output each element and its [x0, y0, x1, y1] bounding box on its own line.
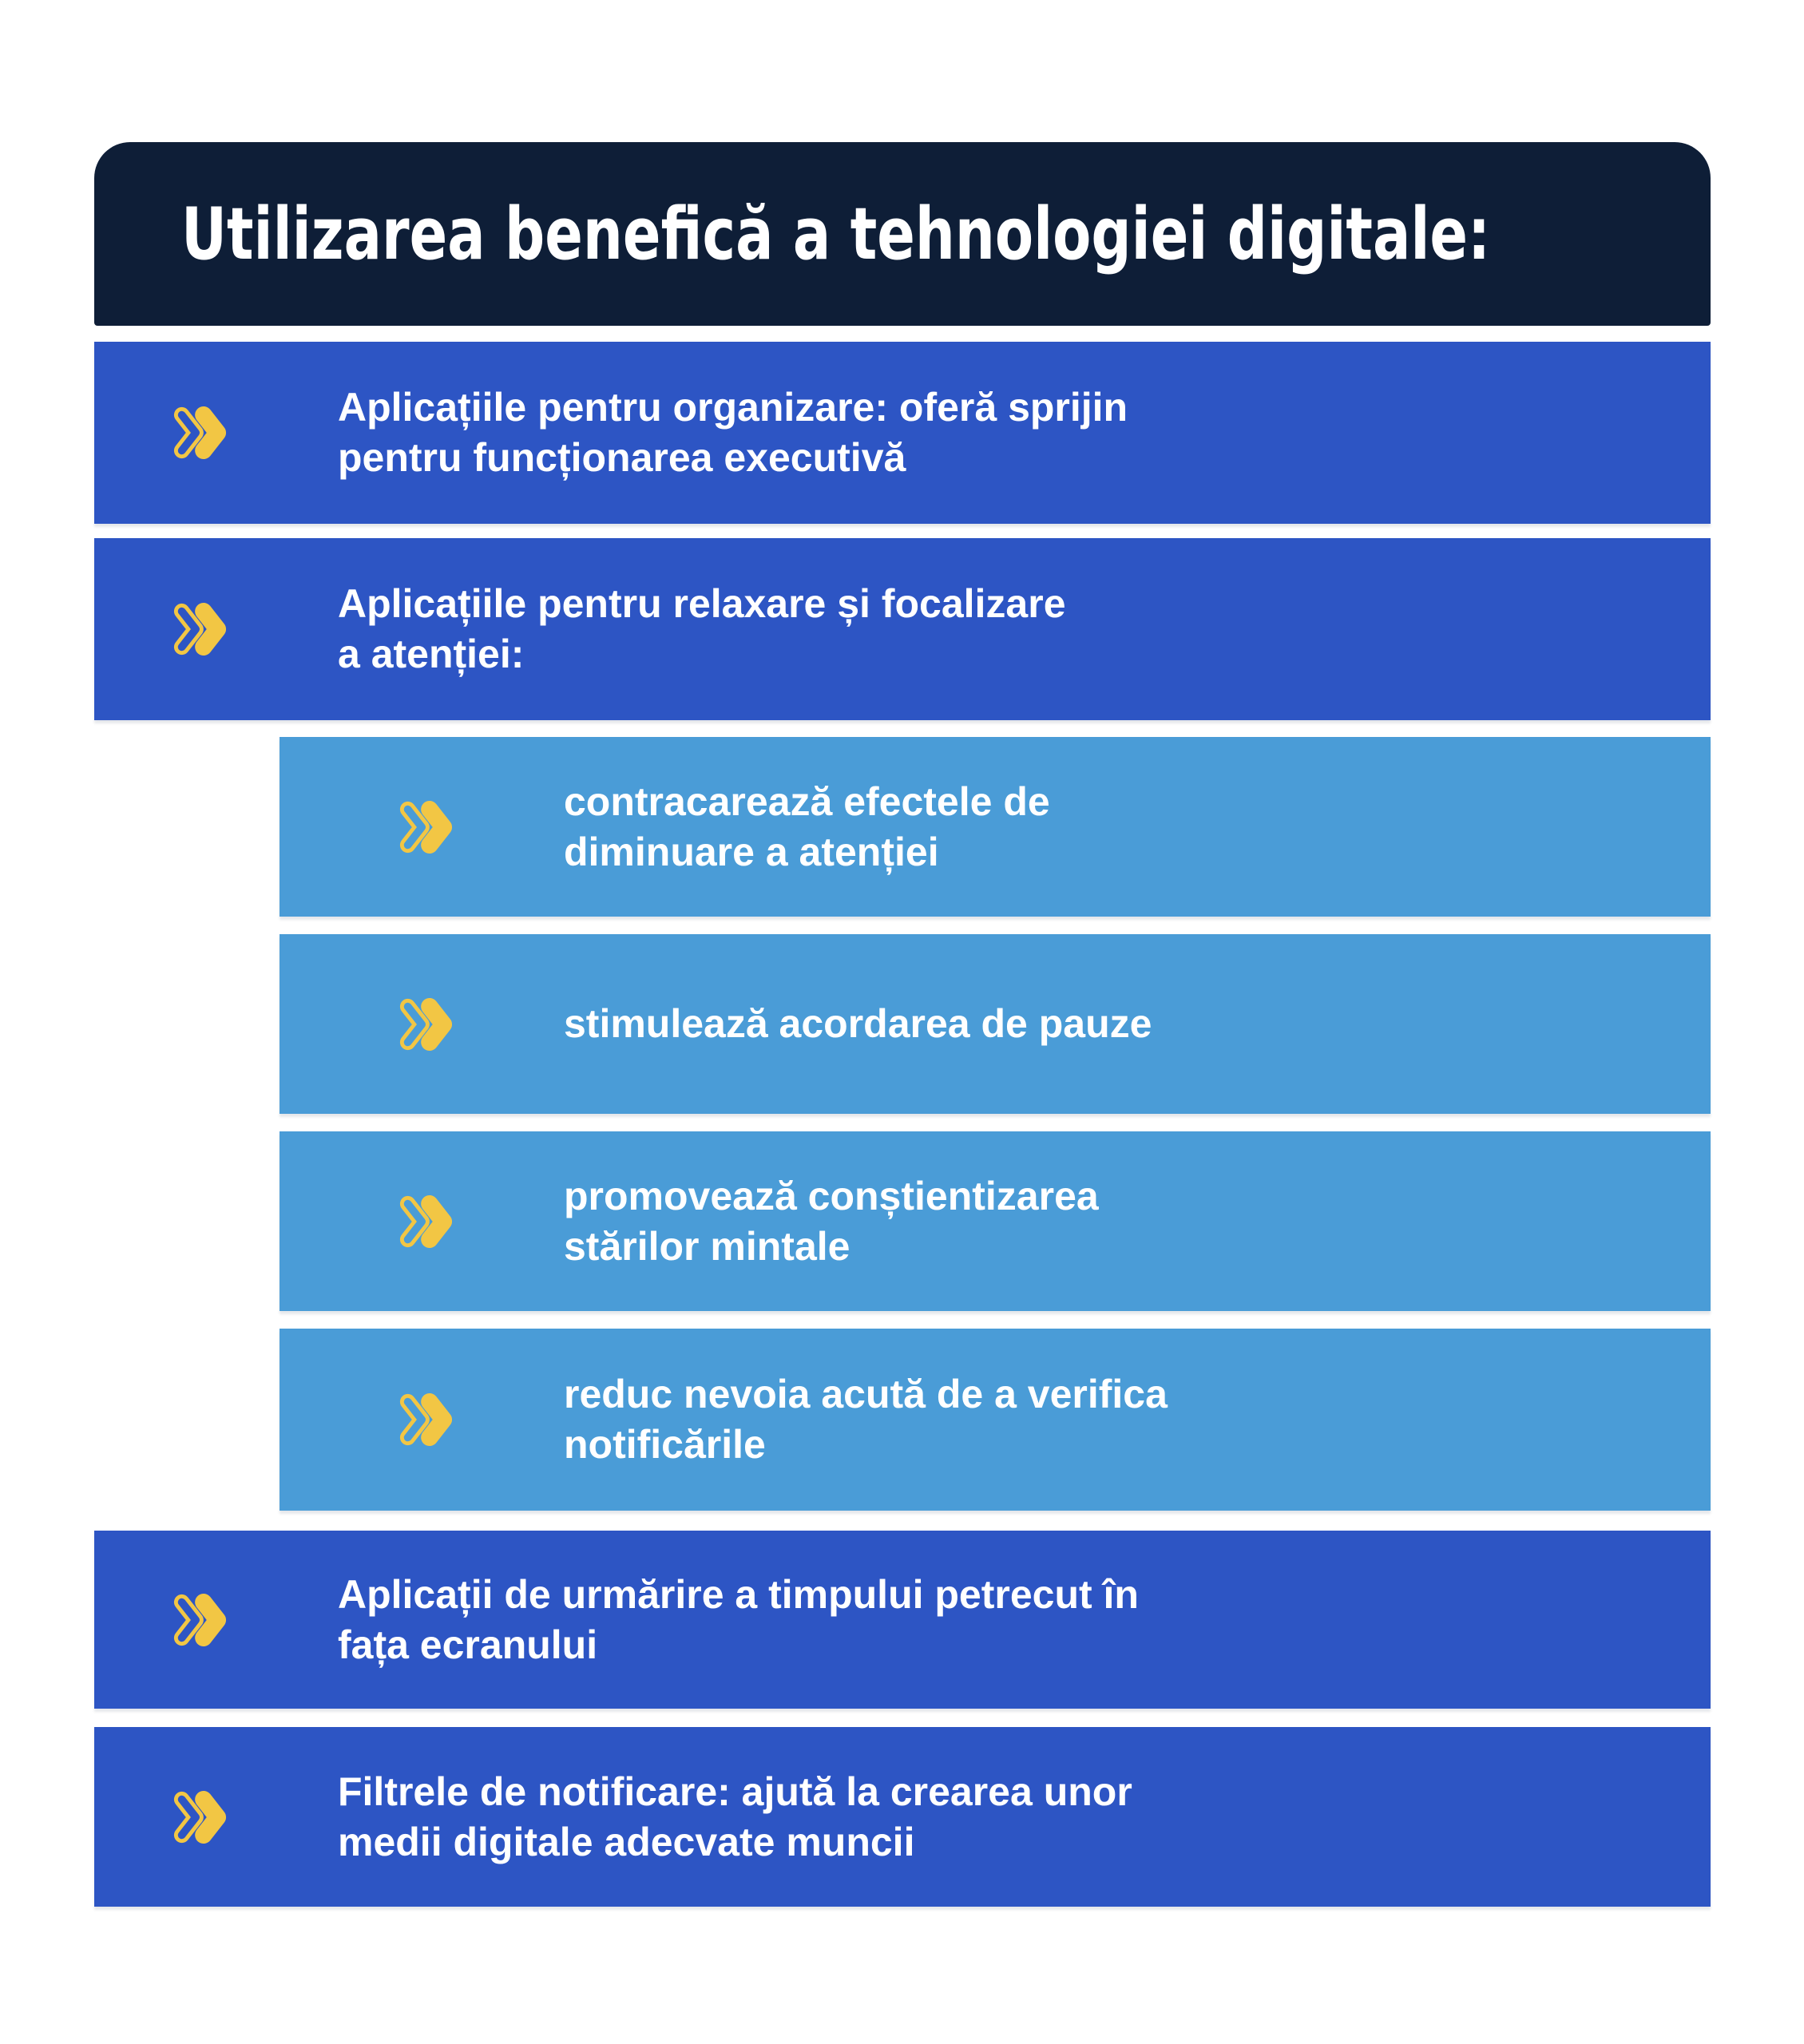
sub-item-promoveaza: promovează conștientizarea stărilor mint… [280, 1131, 1711, 1311]
page-title: Utilizarea benefică a tehnologiei digita… [181, 192, 1491, 276]
double-chevron-icon [173, 406, 227, 460]
sub-item-text: promovează conștientizarea stărilor mint… [564, 1173, 1099, 1269]
double-chevron-icon [399, 997, 453, 1051]
list-item-apps-organizare: Aplicațiile pentru organizare: oferă spr… [94, 342, 1711, 524]
sub-item-text: stimulează acordarea de pauze [564, 1001, 1152, 1046]
sub-item-text: reduc nevoia acută de a verifica notific… [564, 1372, 1168, 1467]
sub-item-contracareaza: contracarează efectele de diminuare a at… [280, 737, 1711, 917]
list-item-apps-urmarire-timp: Aplicații de urmărire a timpului petrecu… [94, 1531, 1711, 1709]
list-item-apps-relaxare: Aplicațiile pentru relaxare și focalizar… [94, 538, 1711, 720]
sub-item-stimuleaza: stimulează acordarea de pauze [280, 934, 1711, 1114]
list-item-text: Aplicațiile pentru relaxare și focalizar… [338, 581, 1066, 676]
double-chevron-icon [399, 800, 453, 854]
list-item-text: Aplicațiile pentru organizare: oferă spr… [338, 385, 1128, 480]
double-chevron-icon [173, 602, 227, 656]
list-item-text: Aplicații de urmărire a timpului petrecu… [338, 1571, 1139, 1667]
list-item-filtre-notificare: Filtrele de notificare: ajută la crearea… [94, 1727, 1711, 1907]
list-item-text: Filtrele de notificare: ajută la crearea… [338, 1769, 1132, 1864]
double-chevron-icon [173, 1790, 227, 1844]
double-chevron-icon [173, 1593, 227, 1646]
double-chevron-icon [399, 1392, 453, 1447]
sub-item-reduc-nevoia: reduc nevoia acută de a verifica notific… [280, 1329, 1711, 1511]
double-chevron-icon [399, 1194, 453, 1248]
sub-item-text: contracarează efectele de diminuare a at… [564, 778, 1050, 874]
header-banner: Utilizarea benefică a tehnologiei digita… [94, 142, 1711, 326]
